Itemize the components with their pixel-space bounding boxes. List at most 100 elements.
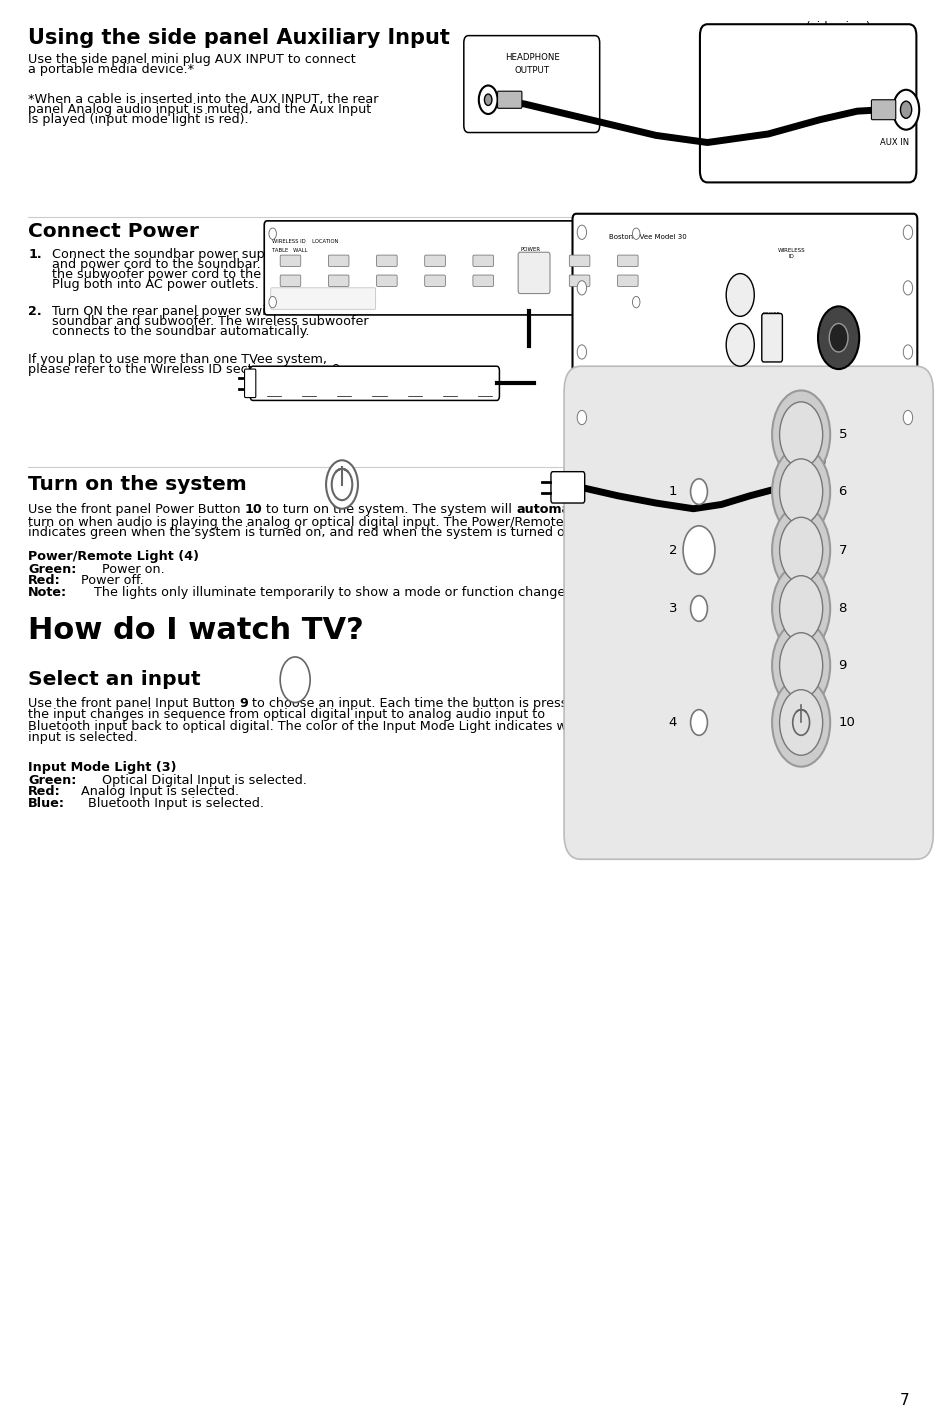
Text: 1: 1 <box>667 485 677 499</box>
Text: POWER: POWER <box>761 312 780 318</box>
Circle shape <box>269 296 276 308</box>
Text: Turn on the system: Turn on the system <box>28 475 246 493</box>
Text: Red:: Red: <box>28 785 61 798</box>
Text: INPUT: INPUT <box>287 677 302 683</box>
Text: Optical Digital Input is selected.: Optical Digital Input is selected. <box>98 774 307 787</box>
Circle shape <box>771 621 829 710</box>
Text: Select an input: Select an input <box>28 670 200 688</box>
Circle shape <box>771 390 829 479</box>
Circle shape <box>632 228 639 239</box>
Circle shape <box>682 526 714 574</box>
Text: AUX IN: AUX IN <box>879 138 909 147</box>
Circle shape <box>577 225 586 239</box>
Text: 1.: 1. <box>28 248 42 261</box>
Text: 5: 5 <box>838 428 846 442</box>
FancyBboxPatch shape <box>280 255 300 266</box>
Circle shape <box>779 517 822 583</box>
Text: Bluetooth Input is selected.: Bluetooth Input is selected. <box>84 797 264 809</box>
FancyBboxPatch shape <box>569 275 590 286</box>
Circle shape <box>632 296 639 308</box>
Text: and power cord to the soundbar. Connect: and power cord to the soundbar. Connect <box>51 258 317 271</box>
Text: automatically: automatically <box>516 503 614 516</box>
Circle shape <box>779 459 822 524</box>
Text: Power/Remote Light (4): Power/Remote Light (4) <box>28 550 198 563</box>
Text: Plug both into AC power outlets.: Plug both into AC power outlets. <box>51 278 258 291</box>
FancyBboxPatch shape <box>520 275 541 286</box>
Circle shape <box>577 410 586 425</box>
Text: soundbar and subwoofer. The wireless subwoofer: soundbar and subwoofer. The wireless sub… <box>51 315 368 328</box>
Circle shape <box>902 281 912 295</box>
Text: Turn ON the rear panel power switches on the: Turn ON the rear panel power switches on… <box>51 305 344 318</box>
Circle shape <box>779 402 822 467</box>
Text: 9: 9 <box>838 658 846 673</box>
Text: 10: 10 <box>244 503 262 516</box>
Text: 4: 4 <box>668 715 676 730</box>
FancyBboxPatch shape <box>699 24 915 182</box>
FancyBboxPatch shape <box>563 366 932 859</box>
FancyBboxPatch shape <box>572 214 916 436</box>
Circle shape <box>478 86 497 114</box>
Circle shape <box>779 690 822 755</box>
Text: input is selected.: input is selected. <box>28 731 138 744</box>
Circle shape <box>902 225 912 239</box>
Circle shape <box>577 345 586 359</box>
Text: How do I watch TV?: How do I watch TV? <box>28 616 363 644</box>
Text: MUTE: MUTE <box>792 547 809 553</box>
Text: Note:: Note: <box>28 586 67 598</box>
Circle shape <box>690 710 707 735</box>
Text: If you plan to use more than one TVee system,: If you plan to use more than one TVee sy… <box>28 353 327 366</box>
Text: ^: ^ <box>794 425 807 439</box>
Text: Bluetooth input back to optical digital. The color of the Input Mode Light indic: Bluetooth input back to optical digital.… <box>28 720 593 732</box>
Circle shape <box>326 460 358 509</box>
Text: 8: 8 <box>838 601 846 616</box>
Text: Connect Power: Connect Power <box>28 222 198 241</box>
FancyBboxPatch shape <box>473 255 493 266</box>
Text: Boston TVee Model 30: Boston TVee Model 30 <box>274 294 335 299</box>
FancyBboxPatch shape <box>473 275 493 286</box>
Text: indicates green when the system is turned on, and red when the system is turned : indicates green when the system is turne… <box>28 526 577 539</box>
Circle shape <box>577 281 586 295</box>
FancyBboxPatch shape <box>264 221 644 315</box>
Text: 7: 7 <box>838 543 846 557</box>
Circle shape <box>828 323 847 352</box>
FancyBboxPatch shape <box>617 275 637 286</box>
Text: 6: 6 <box>838 485 846 499</box>
Circle shape <box>779 576 822 641</box>
Circle shape <box>484 94 491 105</box>
Circle shape <box>771 564 829 653</box>
FancyBboxPatch shape <box>271 288 375 309</box>
Circle shape <box>771 447 829 536</box>
FancyBboxPatch shape <box>520 255 541 266</box>
Text: panel Analog audio input is muted, and the Aux Input: panel Analog audio input is muted, and t… <box>28 103 371 115</box>
Circle shape <box>269 228 276 239</box>
FancyBboxPatch shape <box>424 255 445 266</box>
Text: (side view): (side view) <box>806 21 870 34</box>
Text: to choose an input. Each time the button is pressed,: to choose an input. Each time the button… <box>248 697 587 710</box>
Text: v: v <box>796 487 805 502</box>
FancyBboxPatch shape <box>569 255 590 266</box>
Text: Use the front panel Power Button: Use the front panel Power Button <box>28 503 244 516</box>
Text: Power off.: Power off. <box>77 574 143 587</box>
FancyBboxPatch shape <box>250 366 499 400</box>
FancyBboxPatch shape <box>550 472 584 503</box>
Text: Red:: Red: <box>28 574 61 587</box>
Text: Connect the soundbar power supply: Connect the soundbar power supply <box>51 248 284 261</box>
FancyBboxPatch shape <box>617 255 637 266</box>
Text: 2: 2 <box>667 543 677 557</box>
Text: DC IN
24V
3.0A: DC IN 24V 3.0A <box>576 296 591 314</box>
Text: to turn on the system. The system will: to turn on the system. The system will <box>262 503 516 516</box>
Text: HEADPHONE: HEADPHONE <box>505 53 559 61</box>
Circle shape <box>725 274 753 316</box>
Circle shape <box>902 345 912 359</box>
Text: *When a cable is inserted into the AUX INPUT, the rear: *When a cable is inserted into the AUX I… <box>28 93 378 105</box>
Text: WIRELESS ID    LOCATION: WIRELESS ID LOCATION <box>271 239 338 245</box>
FancyBboxPatch shape <box>761 314 782 362</box>
Text: WIRELESS
ID: WIRELESS ID <box>777 248 805 259</box>
Circle shape <box>725 323 753 366</box>
Circle shape <box>899 101 911 118</box>
Text: POWER: POWER <box>519 247 539 252</box>
Text: Analog Input is selected.: Analog Input is selected. <box>77 785 239 798</box>
Text: 7: 7 <box>899 1392 908 1408</box>
Text: is played (input mode light is red).: is played (input mode light is red). <box>28 113 248 125</box>
FancyBboxPatch shape <box>376 255 397 266</box>
